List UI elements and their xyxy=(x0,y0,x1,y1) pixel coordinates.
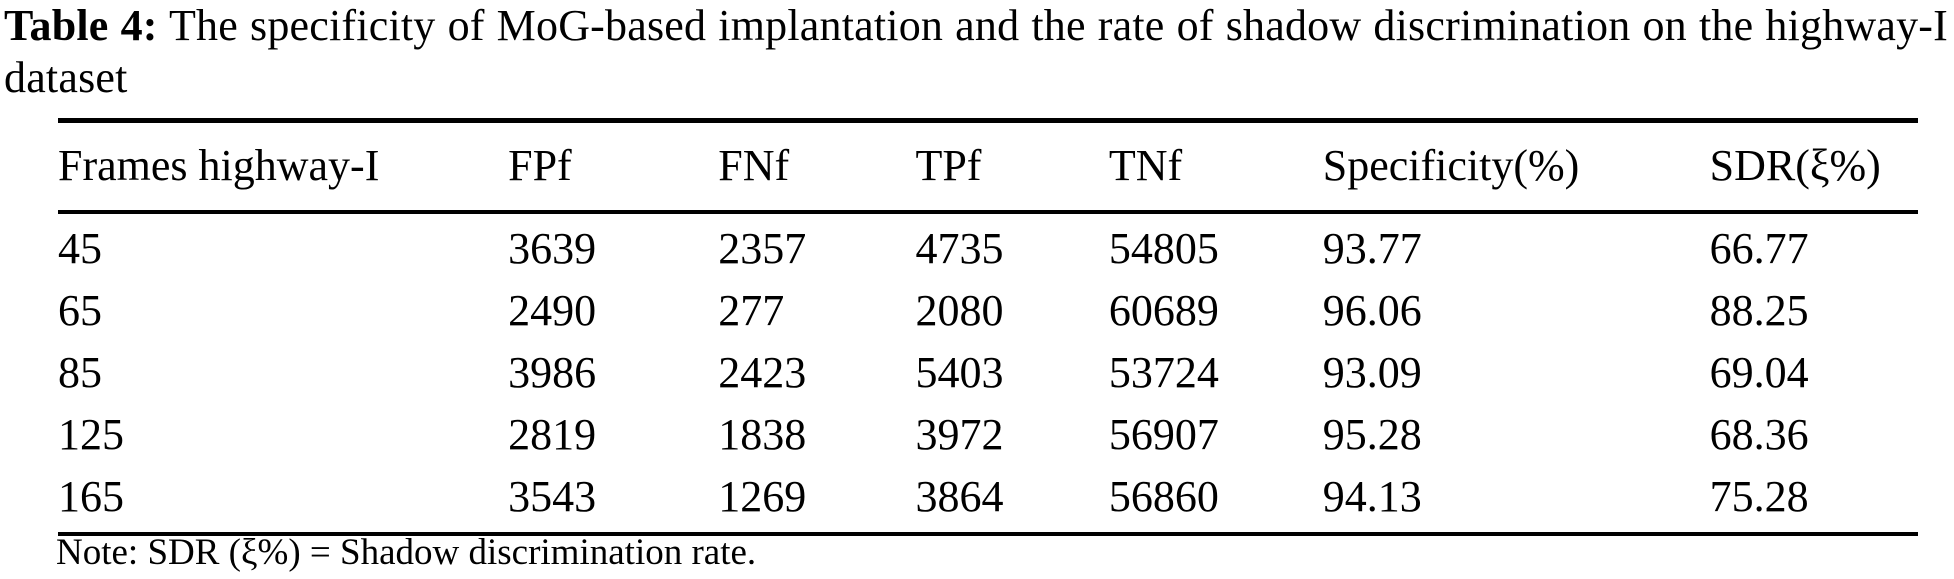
table-cell: 93.77 xyxy=(1322,224,1422,274)
column-header-tpf: TPf xyxy=(915,120,1109,215)
table-cell: 56907 xyxy=(1108,409,1219,459)
column-header-fnf: FNf xyxy=(718,120,916,215)
table-cell: 3986 xyxy=(508,347,597,397)
table-cell: 4735 xyxy=(915,224,1004,274)
table-note: Note: SDR (ξ%) = Shadow discrimination r… xyxy=(56,532,757,573)
table-cell: 3639 xyxy=(508,224,597,274)
table-cell: 1269 xyxy=(718,471,807,521)
table-cell: 93.09 xyxy=(1322,347,1422,397)
table-cell: 2819 xyxy=(508,409,597,459)
table-row: 65 2490 277 2080 60689 96.06 88.25 xyxy=(58,280,1918,342)
column-header-sdr: SDR(ξ%) xyxy=(1709,120,1918,215)
table-cell: 3864 xyxy=(915,471,1004,521)
table-cell: 66.77 xyxy=(1709,224,1809,274)
table-cell: 1838 xyxy=(718,409,807,459)
table-cell: 60689 xyxy=(1108,285,1219,335)
table-cell: 2357 xyxy=(718,224,807,274)
column-header-fpf: FPf xyxy=(508,120,719,215)
table-cell: 56860 xyxy=(1108,471,1219,521)
table-cell: 3543 xyxy=(508,471,597,521)
table-cell: 65 xyxy=(58,285,102,335)
column-header-frames: Frames highway-I xyxy=(58,120,509,215)
table-cell: 2423 xyxy=(718,347,807,397)
table-cell: 96.06 xyxy=(1322,285,1422,335)
table-cell: 2080 xyxy=(915,285,1004,335)
table-row: 165 3543 1269 3864 56860 94.13 75.28 xyxy=(58,466,1918,534)
table-cell: 165 xyxy=(58,471,124,521)
table-cell: 2490 xyxy=(508,285,597,335)
table-cell: 3972 xyxy=(915,409,1004,459)
table-cell: 277 xyxy=(718,285,785,335)
table-cell: 69.04 xyxy=(1709,347,1809,397)
table-row: 125 2819 1838 3972 56907 95.28 68.36 xyxy=(58,404,1918,466)
table-cell: 53724 xyxy=(1108,347,1219,397)
table-cell: 88.25 xyxy=(1709,285,1809,335)
table-cell: 54805 xyxy=(1108,224,1219,274)
results-table-container: Frames highway-I FPf FNf TPf TNf Specifi… xyxy=(58,118,1918,536)
results-table: Frames highway-I FPf FNf TPf TNf Specifi… xyxy=(58,118,1918,536)
column-header-specificity: Specificity(%) xyxy=(1322,120,1710,215)
table-caption-text: The specificity of MoG-based implantatio… xyxy=(4,1,1949,102)
table-cell: 94.13 xyxy=(1322,471,1422,521)
table-cell: 85 xyxy=(58,347,102,397)
table-cell: 75.28 xyxy=(1709,471,1809,521)
column-header-tnf: TNf xyxy=(1108,120,1323,215)
table-cell: 125 xyxy=(58,409,124,459)
table-caption: Table 4: The specificity of MoG-based im… xyxy=(4,0,1948,104)
table-row: 85 3986 2423 5403 53724 93.09 69.04 xyxy=(58,342,1918,404)
table-header-row: Frames highway-I FPf FNf TPf TNf Specifi… xyxy=(58,120,1918,215)
table-caption-number: Table 4: xyxy=(4,1,158,50)
table-cell: 95.28 xyxy=(1322,409,1422,459)
table-cell: 68.36 xyxy=(1709,409,1809,459)
table-row: 45 3639 2357 4735 54805 93.77 66.77 xyxy=(58,212,1918,280)
table-cell: 45 xyxy=(58,224,102,274)
table-cell: 5403 xyxy=(915,347,1004,397)
